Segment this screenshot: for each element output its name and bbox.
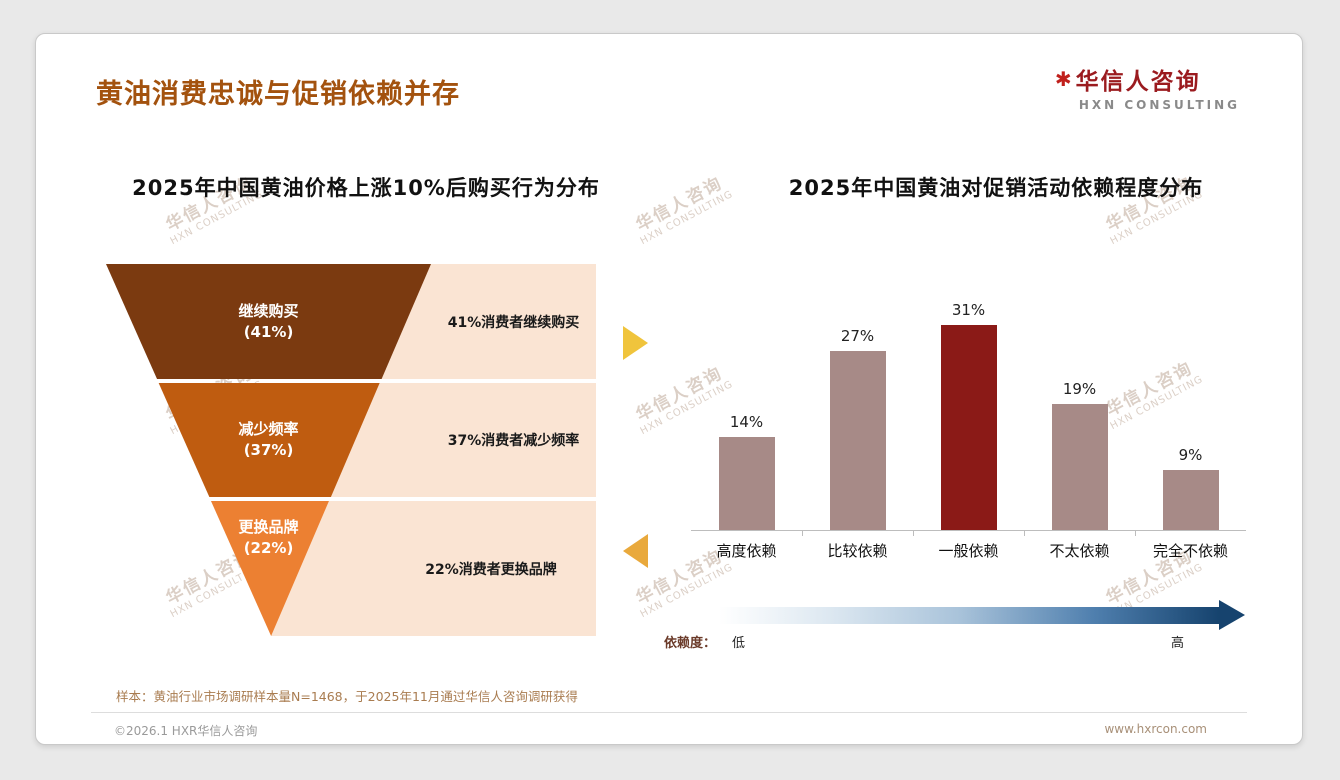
bar-category-label: 完全不依赖 (1152, 542, 1228, 560)
funnel-stage-switch-brand: 更换品牌 (22%) (210, 501, 329, 636)
axis-tick (1135, 531, 1136, 536)
arrow-left-icon (623, 534, 648, 568)
funnel-chart: 41%消费者继续购买 37%消费者减少频率 22%消费者更换品牌 继续购买 (4… (106, 264, 596, 636)
funnel-stages: 继续购买 (41%) 减少频率 (37%) 更换品牌 (22%) (106, 264, 431, 636)
logo-tagline: HXN CONSULTING (1078, 98, 1240, 112)
slide-card: 华信人咨询 HXN CONSULTING 华信人咨询 HXN CONSULTING … (35, 33, 1303, 745)
sample-note: 样本：黄油行业市场调研样本量N=1468，于2025年11月通过华信人咨询调研获… (116, 689, 578, 704)
bar-value-label: 9% (1178, 446, 1203, 464)
funnel-annotation: 41%消费者继续购买 (447, 314, 580, 331)
page-title: 黄油消费忠诚与促销依赖并存 (96, 79, 460, 110)
funnel-stage-label: 继续购买 (238, 301, 299, 320)
bar-value-label: 27% (840, 327, 875, 345)
dependency-arrowhead-icon (1219, 600, 1245, 630)
dependency-legend-label: 依赖度： (664, 636, 717, 651)
bar-value-label: 31% (951, 301, 986, 319)
bar-category-label: 比较依赖 (827, 542, 888, 560)
annotation-separator (271, 497, 596, 501)
bar-column: 27% (802, 294, 913, 530)
logo-name: 华信人咨询 (1075, 69, 1201, 95)
dependency-low-label: 低 (732, 636, 746, 651)
bar-category-label: 高度依赖 (716, 542, 777, 560)
bar-column: 9% (1135, 294, 1246, 530)
bar-category-label: 一般依赖 (938, 542, 999, 560)
arrow-right-icon (623, 326, 648, 360)
bar-category-label: 不太依赖 (1049, 542, 1110, 560)
bar-chart: 14% 27% 31% 19% 9% (691, 294, 1246, 531)
logo-flower-icon: ✱ (1054, 67, 1072, 91)
dependency-high-label: 高 (1170, 636, 1184, 651)
funnel-annotation: 22%消费者更换品牌 (425, 561, 557, 578)
bar-high-dependence (718, 437, 775, 530)
footer-copyright: ©2026.1 HXR华信人咨询 (114, 724, 258, 738)
funnel-stage-label: 减少频率 (238, 420, 299, 438)
funnel-stage-reduce-frequency: 减少频率 (37%) (158, 383, 380, 497)
funnel-annotation: 37%消费者减少频率 (447, 433, 580, 449)
company-logo: ✱ 华信人咨询 HXN CONSULTING (1055, 62, 1240, 112)
bar-low-dependence (1051, 404, 1108, 530)
dependency-legend: 依赖度： 低 高 (664, 632, 1224, 651)
bar-value-label: 19% (1062, 380, 1097, 398)
annotation-separator (271, 379, 596, 383)
bar-category-axis: 高度依赖 比较依赖 一般依赖 不太依赖 完全不依赖 (691, 540, 1246, 561)
funnel-stage-keep-buying: 继续购买 (41%) (106, 264, 431, 379)
bar-column: 19% (1024, 294, 1135, 530)
funnel-stage-value: (37%) (243, 441, 294, 459)
bar-column: 31% (913, 294, 1024, 530)
axis-tick (802, 531, 803, 536)
axis-tick (1024, 531, 1025, 536)
funnel-stage-label: 更换品牌 (238, 518, 299, 536)
footer-divider (91, 712, 1247, 713)
funnel-stage-value: (41%) (243, 322, 294, 341)
axis-tick (913, 531, 914, 536)
bar-no-dependence (1162, 470, 1219, 530)
bar-moderate-dependence (940, 325, 997, 530)
bar-column: 14% (691, 294, 802, 530)
bar-fairly-dependent (829, 351, 886, 530)
footer-website: www.hxrcon.com (1104, 722, 1207, 736)
dependency-gradient-arrow (719, 607, 1219, 624)
funnel-stage-value: (22%) (243, 539, 294, 557)
bar-chart-title: 2025年中国黄油对促销活动依赖程度分布 (788, 176, 1204, 200)
funnel-chart-title: 2025年中国黄油价格上涨10%后购买行为分布 (132, 176, 600, 200)
bar-value-label: 14% (729, 413, 764, 431)
